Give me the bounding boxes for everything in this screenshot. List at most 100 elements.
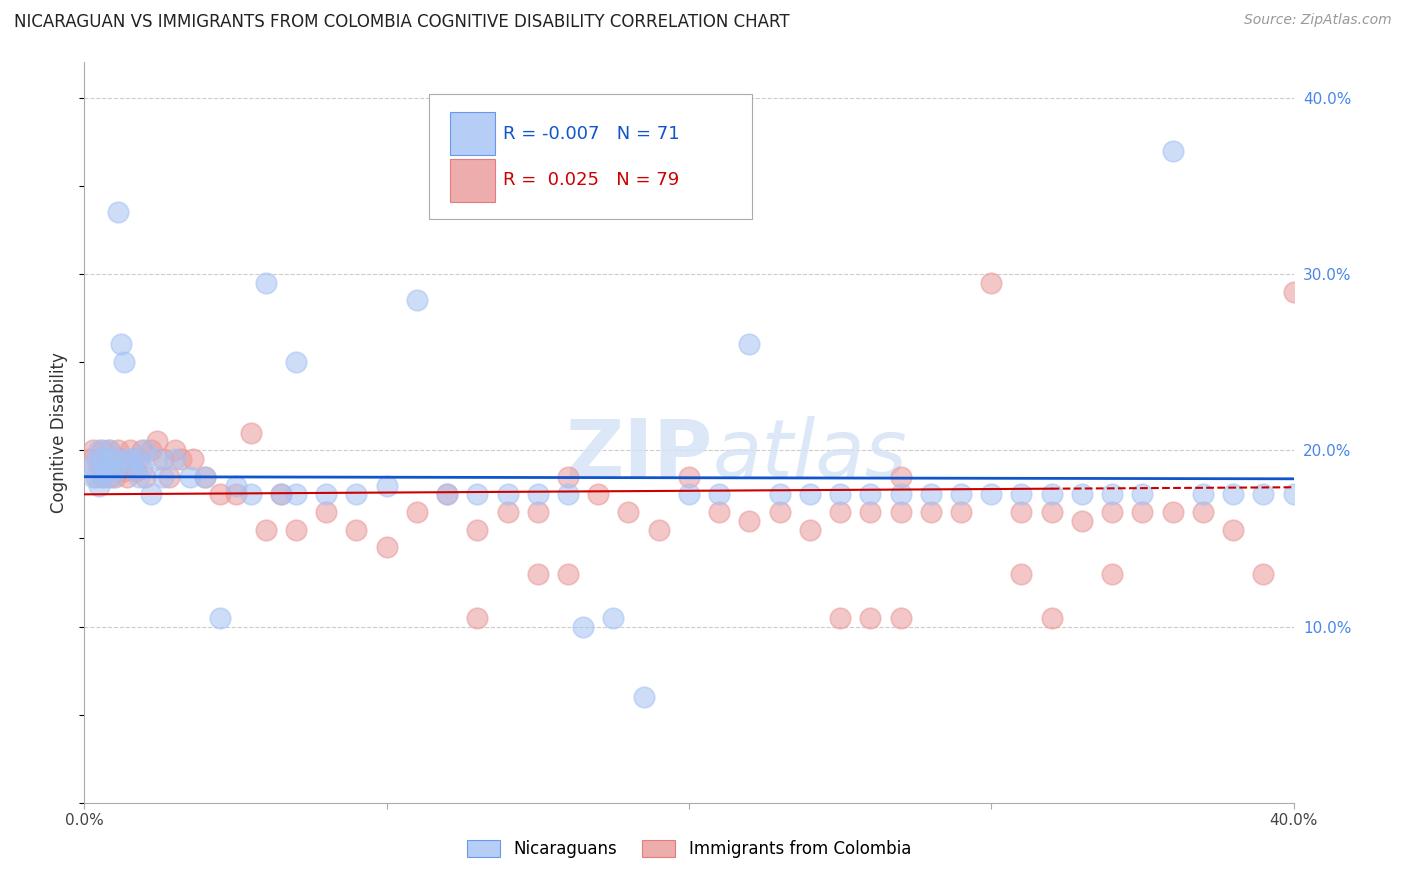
Point — [94, 452, 117, 467]
Point — [830, 487, 852, 501]
Point — [131, 461, 153, 475]
Point — [496, 505, 519, 519]
Point — [107, 205, 129, 219]
Point — [97, 443, 120, 458]
Point — [467, 487, 489, 501]
Text: R =  0.025   N = 79: R = 0.025 N = 79 — [503, 171, 679, 189]
Point — [194, 469, 217, 483]
Point — [315, 487, 337, 501]
Point — [436, 487, 458, 501]
Point — [557, 566, 579, 581]
Point — [209, 610, 232, 624]
Point — [118, 443, 141, 458]
Point — [738, 514, 761, 528]
Point — [1071, 487, 1094, 501]
Point — [1011, 505, 1033, 519]
Point — [165, 443, 187, 458]
Point — [830, 505, 852, 519]
Point — [91, 469, 114, 483]
Point — [79, 452, 101, 467]
Y-axis label: Cognitive Disability: Cognitive Disability — [51, 352, 69, 513]
Point — [152, 469, 174, 483]
Point — [91, 452, 114, 467]
Point — [110, 337, 132, 351]
Point — [285, 487, 308, 501]
Point — [181, 452, 204, 467]
Point — [406, 505, 429, 519]
Point — [100, 458, 122, 472]
Point — [146, 452, 169, 467]
Point — [1040, 505, 1063, 519]
Point — [1192, 487, 1215, 501]
Point — [1011, 487, 1033, 501]
Point — [346, 523, 368, 537]
Point — [170, 452, 193, 467]
Point — [678, 469, 700, 483]
Point — [134, 469, 156, 483]
Point — [100, 469, 122, 483]
Point — [375, 540, 398, 554]
Point — [79, 461, 101, 475]
Point — [890, 505, 912, 519]
Point — [152, 452, 174, 467]
Point — [859, 610, 882, 624]
Point — [110, 452, 132, 467]
Point — [678, 487, 700, 501]
Point — [890, 487, 912, 501]
Point — [980, 276, 1002, 290]
Point — [100, 464, 122, 478]
Point — [572, 619, 595, 633]
Point — [769, 487, 792, 501]
Point — [1161, 144, 1184, 158]
Point — [165, 452, 187, 467]
Point — [980, 487, 1002, 501]
Point — [82, 443, 104, 458]
Point — [125, 452, 148, 467]
Point — [97, 452, 120, 467]
Point — [115, 469, 138, 483]
Point — [436, 487, 458, 501]
Point — [270, 487, 292, 501]
Point — [859, 487, 882, 501]
Point — [920, 487, 942, 501]
Point — [950, 487, 973, 501]
Point — [179, 469, 201, 483]
Point — [1130, 505, 1153, 519]
Point — [128, 452, 150, 467]
Point — [254, 523, 277, 537]
Point — [588, 487, 610, 501]
Point — [315, 505, 337, 519]
Point — [920, 505, 942, 519]
Point — [1222, 487, 1244, 501]
Point — [94, 464, 117, 478]
Point — [118, 452, 141, 467]
Point — [375, 478, 398, 492]
Text: R = -0.007   N = 71: R = -0.007 N = 71 — [503, 125, 681, 143]
Point — [1222, 523, 1244, 537]
Point — [97, 469, 120, 483]
Point — [89, 458, 111, 472]
Point — [89, 443, 111, 458]
Point — [104, 469, 127, 483]
Point — [104, 452, 127, 467]
Point — [527, 505, 550, 519]
Point — [1282, 487, 1305, 501]
Legend: Nicaraguans, Immigrants from Colombia: Nicaraguans, Immigrants from Colombia — [460, 833, 918, 865]
Point — [125, 464, 148, 478]
Point — [1130, 487, 1153, 501]
Text: Source: ZipAtlas.com: Source: ZipAtlas.com — [1244, 13, 1392, 28]
Point — [139, 443, 162, 458]
Point — [496, 487, 519, 501]
Point — [254, 276, 277, 290]
Text: atlas: atlas — [713, 416, 908, 494]
Point — [1282, 285, 1305, 299]
Point — [1192, 505, 1215, 519]
Point — [134, 443, 156, 458]
Point — [527, 487, 550, 501]
Point — [467, 610, 489, 624]
Point — [1253, 487, 1275, 501]
Point — [157, 469, 180, 483]
Point — [799, 523, 821, 537]
Point — [799, 487, 821, 501]
Point — [94, 458, 117, 472]
